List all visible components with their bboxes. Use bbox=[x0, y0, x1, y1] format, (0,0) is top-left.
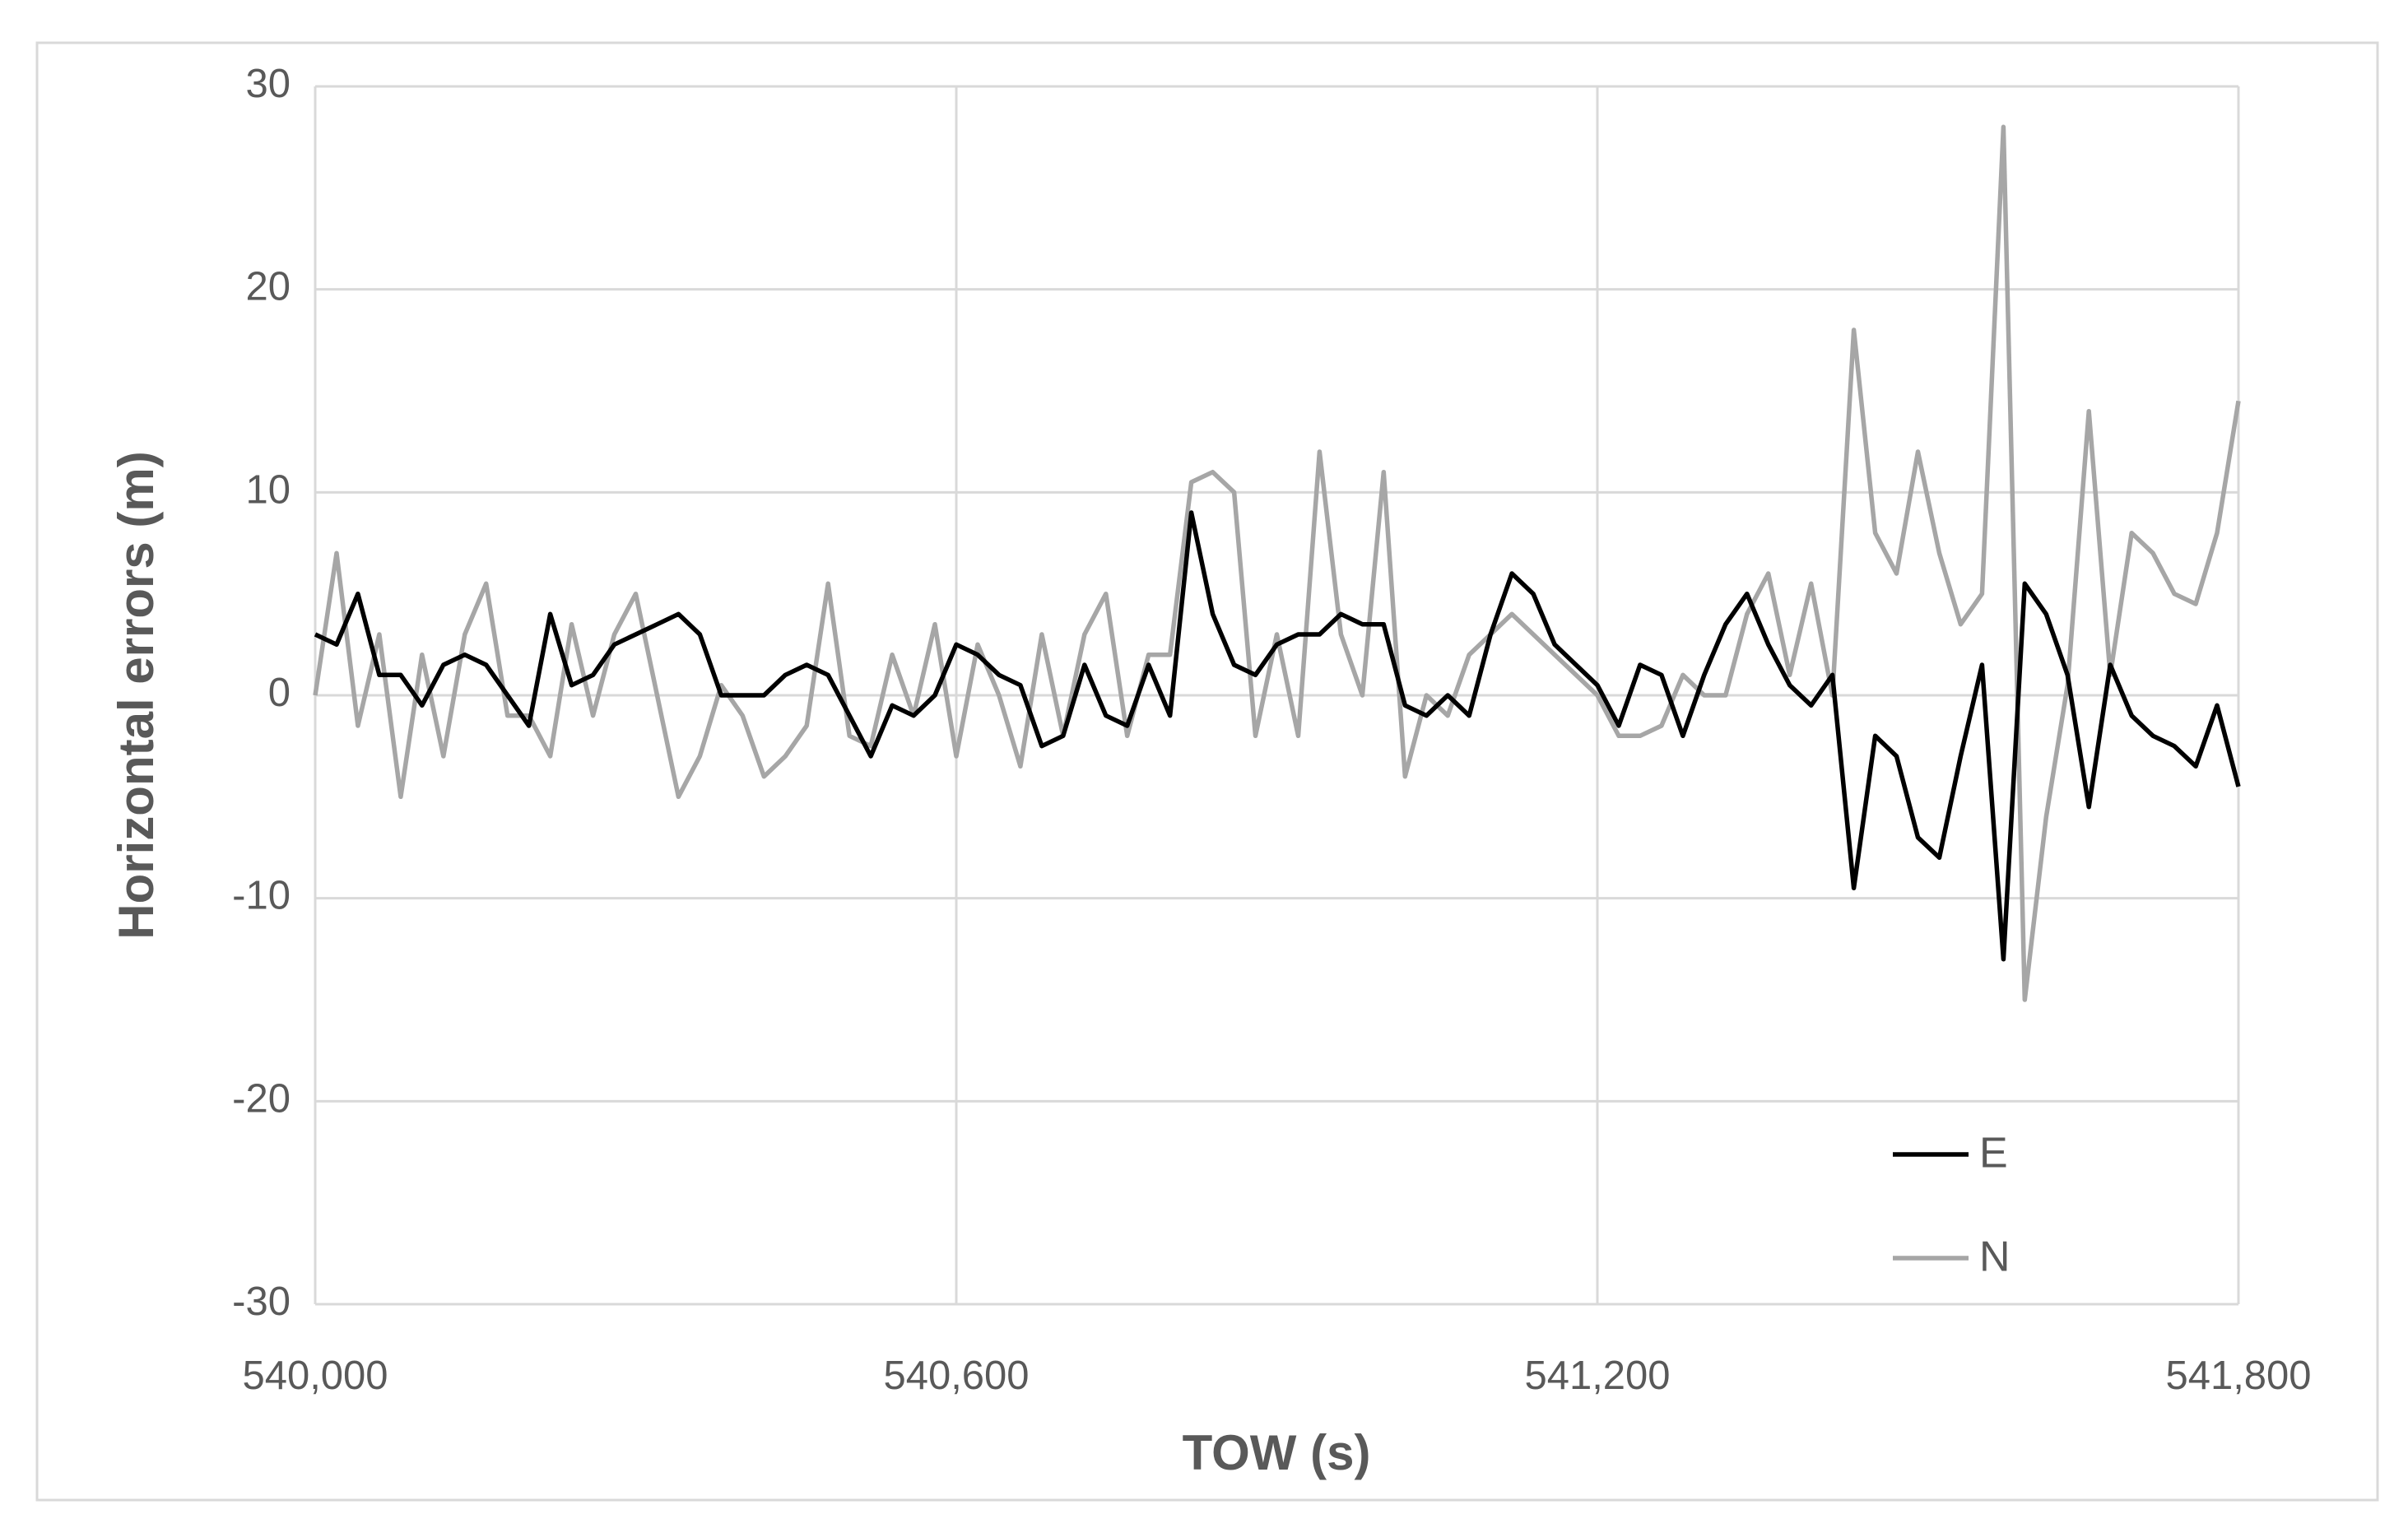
y-tick-label: -20 bbox=[232, 1076, 291, 1121]
y-axis-title: Horizontal errors (m) bbox=[109, 451, 164, 939]
y-tick-label: 10 bbox=[245, 467, 291, 512]
x-tick-label: 540,600 bbox=[883, 1354, 1029, 1398]
x-tick-label: 541,800 bbox=[2165, 1354, 2311, 1398]
legend-label: E bbox=[1979, 1130, 2008, 1177]
chart-border bbox=[35, 41, 2379, 1502]
x-tick-label: 540,000 bbox=[242, 1354, 388, 1398]
y-tick-label: -10 bbox=[232, 874, 291, 918]
legend-label: N bbox=[1979, 1233, 2011, 1281]
series-line bbox=[314, 510, 2241, 962]
y-tick-label: -30 bbox=[232, 1280, 291, 1324]
series-line bbox=[313, 124, 2241, 1002]
y-tick-label: 20 bbox=[245, 265, 291, 309]
y-tick-label: 30 bbox=[245, 62, 291, 106]
y-tick-label: 0 bbox=[268, 671, 291, 715]
x-tick-label: 541,200 bbox=[1524, 1354, 1670, 1398]
x-axis-title: TOW (s) bbox=[1183, 1425, 1371, 1480]
